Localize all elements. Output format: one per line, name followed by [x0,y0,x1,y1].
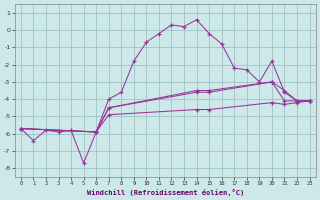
X-axis label: Windchill (Refroidissement éolien,°C): Windchill (Refroidissement éolien,°C) [87,189,244,196]
